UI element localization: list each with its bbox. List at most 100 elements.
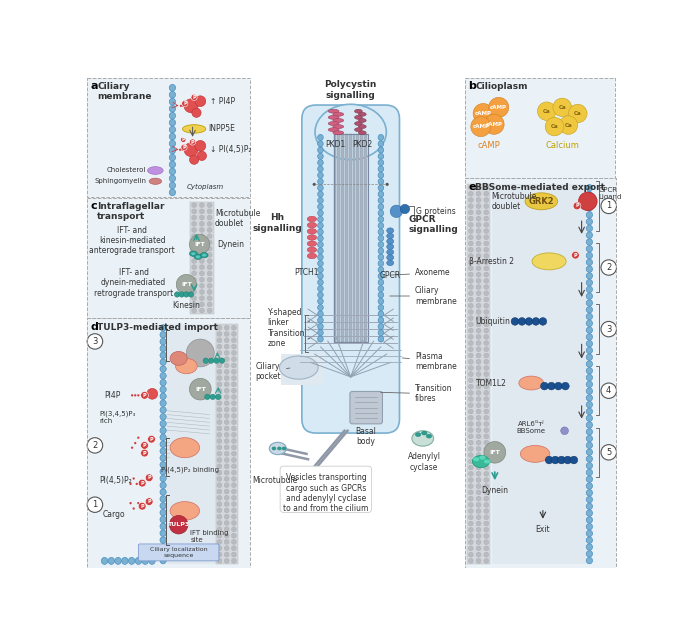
- Text: P: P: [142, 393, 147, 398]
- Circle shape: [476, 378, 481, 383]
- Bar: [338, 135, 340, 342]
- Circle shape: [476, 521, 481, 526]
- Circle shape: [199, 302, 204, 307]
- Ellipse shape: [378, 248, 384, 254]
- Bar: [467, 184, 490, 564]
- Circle shape: [199, 246, 204, 251]
- Circle shape: [176, 274, 197, 295]
- Circle shape: [224, 451, 229, 456]
- Text: INPP5E: INPP5E: [208, 124, 235, 133]
- Circle shape: [199, 283, 204, 288]
- Circle shape: [484, 378, 489, 383]
- Ellipse shape: [378, 223, 384, 228]
- Circle shape: [469, 210, 473, 215]
- Circle shape: [476, 515, 481, 520]
- Ellipse shape: [355, 109, 362, 113]
- Ellipse shape: [169, 133, 175, 140]
- Circle shape: [484, 334, 489, 339]
- Bar: [364, 135, 366, 342]
- Ellipse shape: [169, 154, 175, 161]
- Ellipse shape: [308, 216, 316, 222]
- Circle shape: [469, 197, 473, 202]
- Circle shape: [476, 347, 481, 352]
- Circle shape: [199, 265, 204, 270]
- Ellipse shape: [378, 242, 384, 248]
- Circle shape: [217, 338, 222, 343]
- Circle shape: [476, 465, 481, 470]
- Text: e: e: [469, 182, 476, 192]
- Circle shape: [232, 426, 236, 431]
- Text: Calcium: Calcium: [545, 142, 580, 151]
- Circle shape: [232, 489, 236, 494]
- Circle shape: [179, 105, 182, 107]
- Circle shape: [197, 151, 206, 161]
- Ellipse shape: [169, 140, 175, 147]
- Circle shape: [484, 508, 489, 514]
- Ellipse shape: [318, 223, 323, 228]
- Circle shape: [224, 470, 229, 475]
- Circle shape: [476, 210, 481, 215]
- Circle shape: [476, 253, 481, 258]
- Ellipse shape: [586, 476, 593, 482]
- Text: IFT: IFT: [490, 450, 500, 455]
- Ellipse shape: [200, 253, 208, 258]
- Ellipse shape: [277, 447, 282, 450]
- Ellipse shape: [160, 345, 166, 352]
- Circle shape: [207, 203, 212, 207]
- Ellipse shape: [160, 373, 166, 379]
- Ellipse shape: [318, 242, 323, 248]
- Circle shape: [182, 100, 188, 107]
- Ellipse shape: [318, 292, 323, 298]
- Circle shape: [232, 388, 236, 393]
- Circle shape: [469, 477, 473, 482]
- Ellipse shape: [160, 537, 166, 544]
- Circle shape: [207, 308, 212, 313]
- Bar: [353, 135, 356, 342]
- Circle shape: [232, 332, 236, 336]
- Ellipse shape: [318, 147, 323, 153]
- Circle shape: [207, 240, 212, 245]
- Text: P: P: [192, 95, 196, 100]
- Text: PKD2: PKD2: [352, 140, 373, 149]
- Circle shape: [217, 533, 222, 538]
- Ellipse shape: [378, 304, 384, 311]
- Text: IFT: IFT: [194, 242, 205, 247]
- Circle shape: [476, 235, 481, 240]
- Bar: [167, 325, 216, 564]
- Text: Ubiquitin: Ubiquitin: [475, 317, 510, 326]
- Ellipse shape: [586, 191, 593, 198]
- Circle shape: [195, 140, 206, 151]
- Ellipse shape: [333, 112, 344, 116]
- Ellipse shape: [160, 393, 166, 399]
- Circle shape: [192, 209, 197, 214]
- Ellipse shape: [122, 558, 128, 565]
- Circle shape: [224, 438, 229, 443]
- Circle shape: [469, 502, 473, 507]
- Circle shape: [547, 382, 556, 390]
- Circle shape: [484, 515, 489, 520]
- Circle shape: [484, 303, 489, 308]
- Ellipse shape: [318, 160, 323, 166]
- Ellipse shape: [355, 122, 362, 126]
- Circle shape: [469, 496, 473, 501]
- Circle shape: [145, 474, 153, 482]
- Circle shape: [217, 470, 222, 475]
- Ellipse shape: [328, 109, 339, 113]
- Circle shape: [469, 223, 473, 227]
- Circle shape: [469, 384, 473, 389]
- Ellipse shape: [378, 204, 384, 210]
- Ellipse shape: [378, 317, 384, 323]
- Circle shape: [224, 376, 229, 380]
- Ellipse shape: [318, 267, 323, 273]
- Circle shape: [232, 521, 236, 526]
- Ellipse shape: [108, 558, 114, 565]
- Text: PTCH1: PTCH1: [295, 267, 319, 276]
- Ellipse shape: [586, 435, 593, 441]
- Ellipse shape: [586, 408, 593, 415]
- Text: cAMP: cAMP: [475, 111, 492, 116]
- Ellipse shape: [387, 244, 394, 249]
- Circle shape: [207, 228, 212, 232]
- Text: Ca: Ca: [543, 108, 551, 114]
- Circle shape: [484, 241, 489, 246]
- Ellipse shape: [532, 253, 566, 270]
